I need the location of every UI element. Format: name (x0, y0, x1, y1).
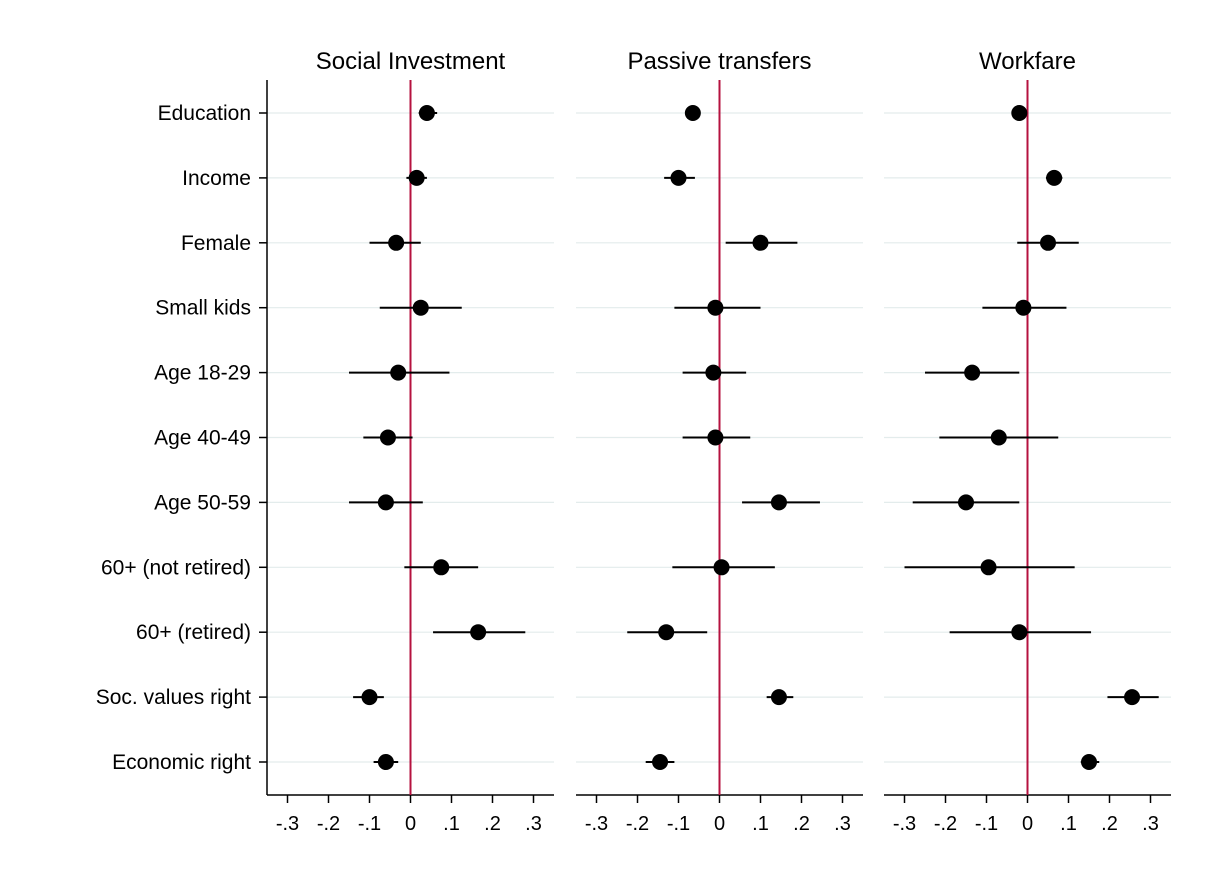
category-label: Economic right (112, 751, 251, 774)
point-estimate (413, 300, 429, 316)
x-tick-label: -.3 (893, 813, 916, 835)
point-estimate (1015, 300, 1031, 316)
panel-title: Social Investment (316, 48, 506, 75)
point-estimate (378, 494, 394, 510)
x-tick-label: .3 (834, 813, 851, 835)
category-label: Age 40-49 (154, 427, 251, 450)
category-label: Age 18-29 (154, 362, 251, 385)
x-tick-label: .3 (1142, 813, 1159, 835)
point-estimate (1124, 689, 1140, 705)
point-estimate (433, 559, 449, 575)
point-estimate (991, 430, 1007, 446)
panel-title: Workfare (979, 48, 1076, 75)
x-tick-label: 0 (405, 813, 416, 835)
point-estimate (1046, 170, 1062, 186)
x-tick-label: -.2 (934, 813, 957, 835)
point-estimate (1011, 105, 1027, 121)
x-tick-label: -.2 (317, 813, 340, 835)
x-tick-label: .2 (1101, 813, 1118, 835)
x-tick-label: .1 (752, 813, 769, 835)
point-estimate (409, 170, 425, 186)
point-estimate (771, 494, 787, 510)
category-label: 60+ (not retired) (101, 556, 251, 579)
x-tick-label: .2 (484, 813, 501, 835)
point-estimate (714, 559, 730, 575)
x-tick-label: 0 (714, 813, 725, 835)
point-estimate (707, 430, 723, 446)
point-estimate (652, 754, 668, 770)
category-label: Education (158, 102, 251, 125)
point-estimate (685, 105, 701, 121)
point-estimate (470, 624, 486, 640)
x-tick-label: -.2 (626, 813, 649, 835)
point-estimate (707, 300, 723, 316)
point-estimate (390, 365, 406, 381)
x-tick-label: -.1 (975, 813, 998, 835)
x-tick-label: .2 (793, 813, 810, 835)
point-estimate (705, 365, 721, 381)
x-tick-label: .3 (525, 813, 542, 835)
point-estimate (671, 170, 687, 186)
category-label: Income (182, 167, 251, 190)
panel-title: Passive transfers (627, 48, 811, 75)
point-estimate (1040, 235, 1056, 251)
x-tick-label: 0 (1022, 813, 1033, 835)
point-estimate (378, 754, 394, 770)
point-estimate (388, 235, 404, 251)
point-estimate (1081, 754, 1097, 770)
point-estimate (362, 689, 378, 705)
point-estimate (981, 559, 997, 575)
x-tick-label: -.3 (276, 813, 299, 835)
x-tick-label: -.3 (585, 813, 608, 835)
point-estimate (964, 365, 980, 381)
category-label: Female (181, 232, 251, 255)
category-label: 60+ (retired) (136, 621, 251, 644)
x-tick-label: .1 (443, 813, 460, 835)
point-estimate (771, 689, 787, 705)
x-tick-label: -.1 (667, 813, 690, 835)
category-label: Small kids (155, 297, 251, 320)
point-estimate (380, 430, 396, 446)
x-tick-label: .1 (1060, 813, 1077, 835)
point-estimate (753, 235, 769, 251)
category-label: Age 50-59 (154, 491, 251, 514)
point-estimate (419, 105, 435, 121)
category-label: Soc. values right (96, 686, 251, 709)
x-tick-label: -.1 (358, 813, 381, 835)
point-estimate (1011, 624, 1027, 640)
point-estimate (658, 624, 674, 640)
point-estimate (958, 494, 974, 510)
